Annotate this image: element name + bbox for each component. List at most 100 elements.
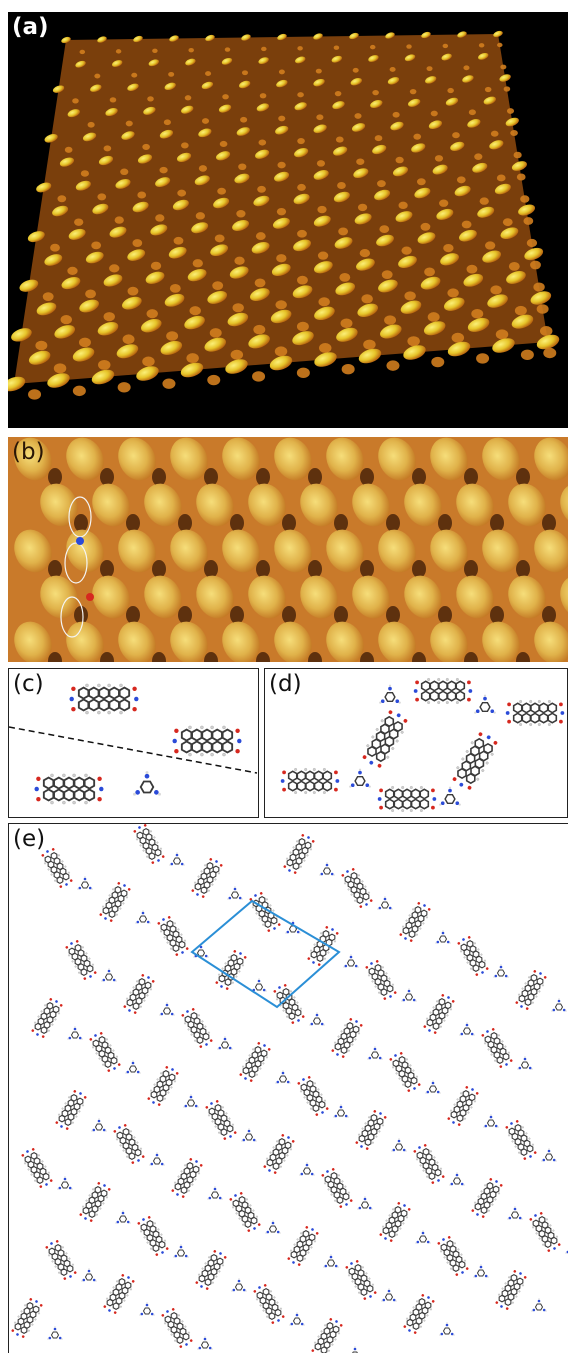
hydrogen-atom [115, 1222, 117, 1224]
hydrogen-atom [391, 747, 395, 750]
oxygen-atom [199, 1164, 203, 1167]
stm-feature [411, 143, 426, 153]
carbon-ring [483, 742, 493, 755]
stm-feature [477, 206, 495, 218]
oxygen-atom [79, 1213, 83, 1216]
oxygen-atom [451, 1000, 455, 1003]
nitrogen-atom [335, 779, 340, 783]
hydrogen-atom [283, 1159, 286, 1162]
melamine-molecule [207, 1186, 223, 1200]
carbon-ring [128, 1152, 136, 1161]
nitrogen-atom [461, 1271, 464, 1274]
hydrogen-atom [508, 1276, 511, 1279]
hydrogen-atom [402, 1222, 405, 1225]
pdi-molecule [311, 1318, 343, 1353]
stm-feature [210, 244, 229, 257]
carbon-ring [63, 788, 75, 802]
oxygen-atom [151, 980, 155, 983]
oxygen-atom [31, 1029, 35, 1032]
nitrogen-atom [150, 1312, 154, 1316]
hydrogen-atom [385, 972, 388, 975]
hydrogen-atom [292, 920, 294, 922]
nitrogen-atom [302, 1078, 305, 1081]
hydrogen-atom [180, 1244, 182, 1246]
hydrogen-atom [331, 1343, 334, 1346]
hydrogen-atom [437, 701, 441, 704]
hydrogen-atom [337, 1332, 340, 1335]
stm-feature [160, 340, 183, 355]
oxygen-atom [109, 919, 113, 922]
stm-depression [490, 514, 504, 532]
stm-feature [91, 369, 115, 385]
nitrogen-atom [534, 1214, 537, 1217]
hydrogen-atom [433, 1156, 436, 1159]
hydrogen-atom [400, 730, 404, 734]
stm-feature [54, 325, 76, 339]
hydrogen-atom [484, 1042, 487, 1045]
hydrogen-atom [340, 1030, 343, 1033]
oxygen-atom [481, 1034, 485, 1037]
stm-feature-small [407, 336, 420, 347]
hydrogen-atom [361, 1127, 364, 1130]
stm-highres-image [8, 437, 568, 662]
nitrogen-atom [413, 1087, 416, 1090]
carbon-ring [400, 1209, 408, 1218]
nitrogen-atom [452, 1121, 455, 1124]
nitrogen-atom [455, 1173, 459, 1177]
stm-depression [126, 514, 140, 532]
nitrogen-atom [445, 1323, 449, 1327]
stm-feature-small [259, 93, 267, 99]
stm-feature-small [209, 328, 222, 338]
stm-depression [308, 468, 322, 486]
hydrogen-atom [518, 993, 521, 996]
hydrogen-atom [139, 844, 142, 847]
stm-feature-small [474, 153, 483, 160]
melamine-molecule [439, 1322, 455, 1336]
hydrogen-atom [491, 1203, 494, 1206]
hydrogen-atom [313, 1174, 315, 1176]
hydrogen-atom [379, 701, 382, 704]
hydrogen-atom [149, 922, 151, 924]
nitrogen-atom [118, 1126, 121, 1129]
stm-feature [351, 123, 366, 132]
hydrogen-atom [552, 1229, 555, 1232]
hydrogen-atom [354, 899, 357, 902]
oxygen-atom [301, 834, 305, 837]
hydrogen-atom [460, 1253, 463, 1256]
pdi-molecule [205, 1100, 237, 1140]
hydrogen-atom [415, 1000, 417, 1002]
hydrogen-atom [159, 1014, 161, 1016]
stm-feature [116, 344, 139, 359]
oxygen-atom [349, 1199, 353, 1202]
hydrogen-atom [304, 768, 308, 771]
stm-feature-small [232, 303, 244, 313]
hydrogen-atom [286, 1015, 289, 1018]
hydrogen-atom [507, 976, 509, 978]
nitrogen-atom [412, 998, 416, 1002]
hydrogen-atom [470, 741, 474, 745]
stm-feature-small [184, 95, 192, 101]
stm-feature-small [120, 168, 129, 176]
melamine-molecule [193, 944, 209, 958]
hydrogen-atom [398, 701, 401, 704]
hydrogen-atom [122, 1210, 124, 1212]
oxygen-atom [421, 1294, 425, 1297]
hydrogen-atom [453, 1103, 456, 1106]
triazine-ring [428, 1085, 438, 1093]
nitrogen-atom [416, 1240, 420, 1244]
stm-feature-small [275, 300, 287, 310]
hydrogen-atom [153, 1083, 156, 1086]
stm-depression [412, 560, 426, 578]
hydrogen-atom [279, 1165, 282, 1168]
triazine-ring [394, 1143, 404, 1151]
hydrogen-atom [37, 1015, 40, 1018]
oxygen-atom [515, 1120, 519, 1123]
hydrogen-atom [391, 786, 395, 789]
oxygen-atom [41, 854, 45, 857]
oxygen-atom [233, 950, 237, 953]
hydrogen-atom [442, 930, 444, 932]
hydrogen-atom [126, 1155, 129, 1158]
stm-feature [536, 334, 560, 350]
stm-feature-small [401, 246, 412, 255]
hydrogen-atom [105, 1038, 108, 1041]
